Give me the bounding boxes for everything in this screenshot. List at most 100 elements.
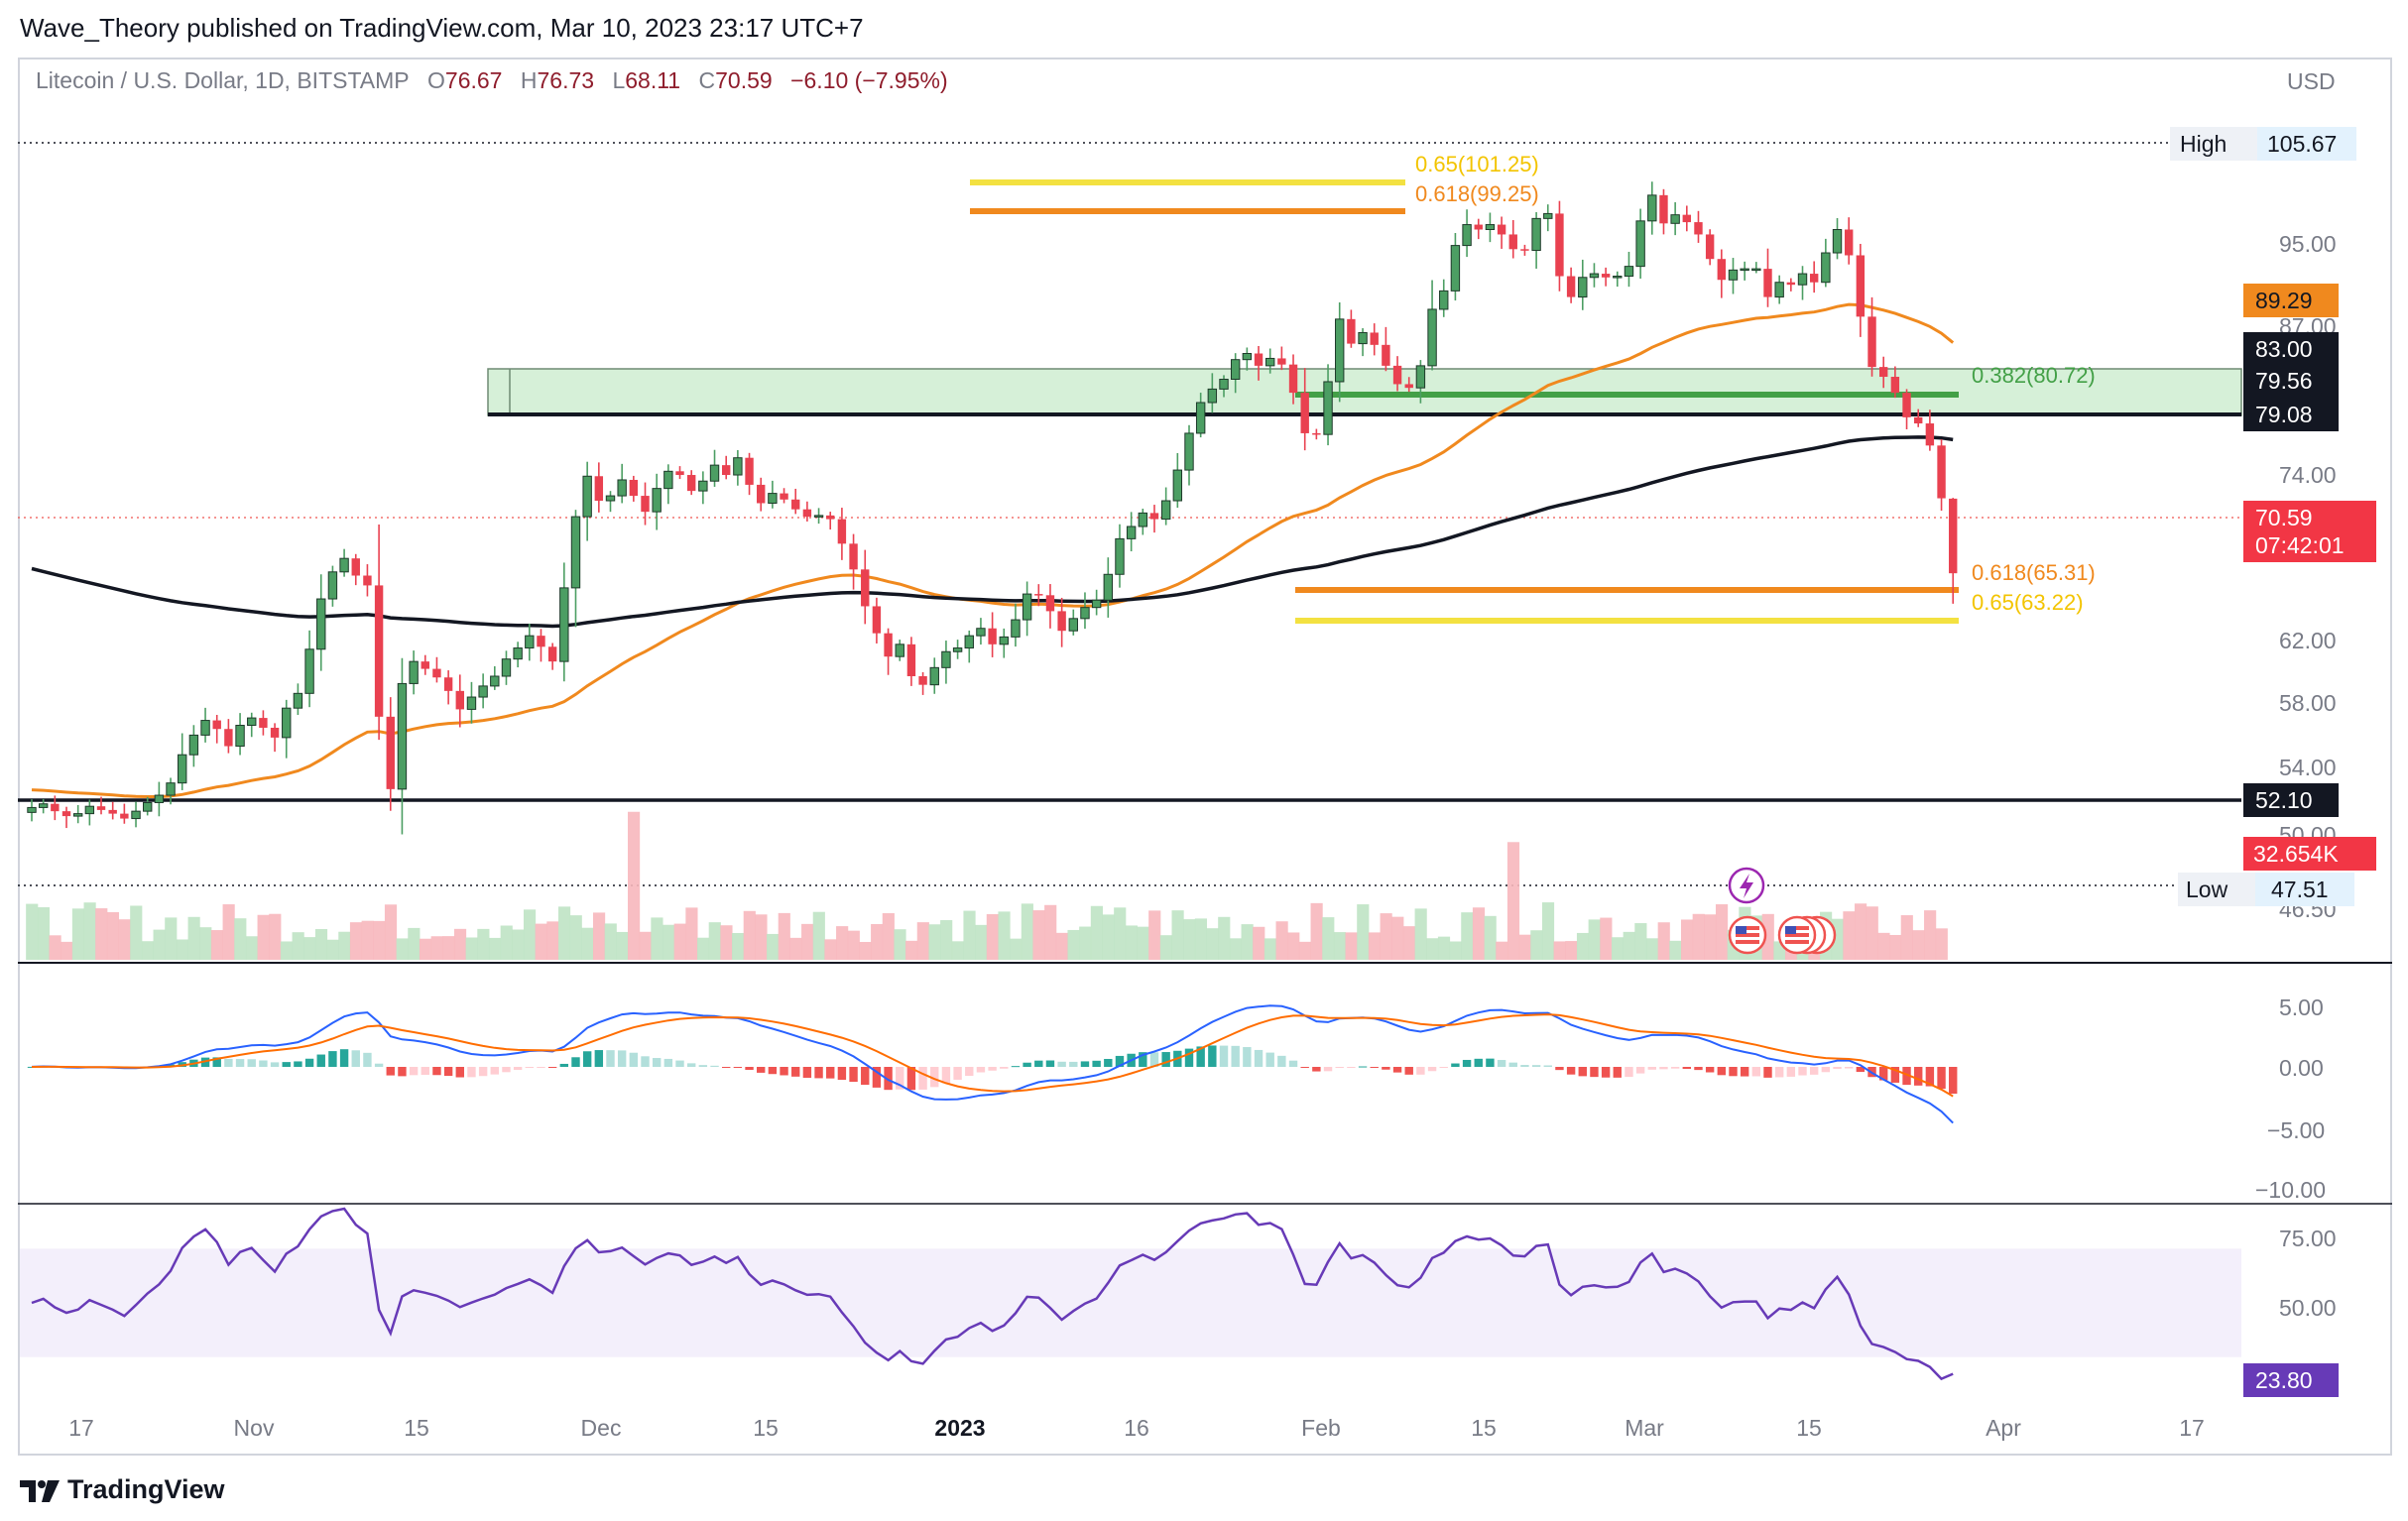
volume-bar bbox=[1692, 913, 1705, 960]
macd-histogram-bar bbox=[617, 1050, 627, 1067]
candle bbox=[1347, 309, 1356, 348]
macd-histogram-bar bbox=[1635, 1067, 1645, 1074]
candle-body bbox=[733, 457, 743, 476]
volume-bar bbox=[165, 917, 178, 960]
candle bbox=[1022, 581, 1032, 637]
volume-bar bbox=[894, 929, 906, 960]
candle bbox=[849, 533, 858, 590]
candle bbox=[1160, 487, 1171, 526]
candle bbox=[1914, 409, 1923, 427]
candle bbox=[143, 796, 153, 816]
candle bbox=[1427, 280, 1437, 371]
candle bbox=[918, 671, 927, 695]
volume-bar bbox=[210, 930, 224, 960]
us-flag-event-icons[interactable] bbox=[1728, 915, 1837, 955]
macd-histogram-bar bbox=[1104, 1058, 1113, 1067]
candles[interactable] bbox=[27, 181, 1958, 835]
price-tick: 58.00 bbox=[2279, 690, 2337, 716]
candle bbox=[663, 464, 673, 505]
candle-body bbox=[363, 575, 372, 586]
macd-histogram-bar bbox=[1347, 1067, 1356, 1068]
candle-body bbox=[929, 666, 939, 686]
macd-histogram-bar bbox=[224, 1058, 233, 1067]
candle-body bbox=[1045, 595, 1055, 612]
candle-body bbox=[212, 720, 221, 730]
macd-histogram-bar bbox=[1427, 1067, 1437, 1072]
candle-body bbox=[1382, 344, 1390, 366]
volume-bar bbox=[604, 923, 617, 960]
tradingview-logo-icon bbox=[20, 1479, 60, 1502]
macd-histogram-bar bbox=[698, 1065, 708, 1067]
candle-body bbox=[1080, 607, 1090, 620]
volume-tag-value: 32.654K bbox=[2253, 841, 2339, 867]
candle bbox=[884, 628, 893, 675]
volume-bar bbox=[673, 923, 686, 960]
volume-bar bbox=[1241, 924, 1254, 960]
volume-bar bbox=[1600, 917, 1613, 960]
candle-body bbox=[1786, 282, 1796, 286]
volume-bar bbox=[1391, 916, 1404, 960]
candle bbox=[768, 480, 778, 509]
macd-histogram-bar bbox=[409, 1067, 419, 1076]
candle-body bbox=[1740, 268, 1749, 272]
candle bbox=[641, 482, 650, 526]
macd-histogram-bar bbox=[1184, 1048, 1194, 1067]
macd-histogram-bar bbox=[1566, 1067, 1576, 1075]
candle-body bbox=[976, 628, 986, 637]
candle bbox=[1242, 347, 1253, 371]
candle bbox=[929, 657, 939, 694]
volume-bar bbox=[1090, 905, 1103, 960]
macd-histogram-bar bbox=[374, 1063, 384, 1067]
volume-bar bbox=[557, 906, 571, 960]
macd-pane[interactable] bbox=[27, 1004, 1958, 1124]
candle bbox=[339, 548, 349, 577]
candle bbox=[594, 462, 604, 513]
volume-bar bbox=[1032, 910, 1045, 960]
publisher-line: Wave_Theory published on TradingView.com… bbox=[20, 13, 864, 43]
time-axis[interactable]: 17 Nov 15 Dec 15 2023 16 Feb 15 Mar 15 Apr 17 bbox=[68, 1415, 2205, 1441]
candle-body bbox=[1184, 432, 1194, 471]
support-tag: 52.10 bbox=[2243, 783, 2339, 817]
time-tick: 15 bbox=[753, 1415, 779, 1441]
tradingview-footer[interactable]: TradingView bbox=[20, 1469, 225, 1509]
candle-body bbox=[200, 720, 210, 736]
macd-histogram-bar bbox=[467, 1067, 476, 1078]
macd-histogram-bar bbox=[918, 1067, 927, 1090]
lightning-event-icon[interactable] bbox=[1728, 867, 1765, 904]
macd-histogram-bar bbox=[1520, 1065, 1529, 1067]
volume-bar bbox=[408, 927, 421, 960]
candle bbox=[363, 564, 372, 597]
volume-bar bbox=[940, 920, 953, 960]
candle bbox=[38, 798, 49, 814]
volume-bar bbox=[1310, 902, 1323, 960]
candle-body bbox=[120, 813, 129, 819]
candle-body bbox=[884, 633, 893, 657]
candle-body bbox=[1774, 282, 1784, 298]
candle bbox=[1207, 373, 1218, 413]
candle bbox=[490, 665, 500, 690]
volume-bar bbox=[1298, 941, 1312, 960]
time-tick: 17 bbox=[2179, 1415, 2205, 1441]
candle bbox=[733, 449, 743, 486]
volume-bar bbox=[292, 932, 304, 960]
macd-histogram-bar bbox=[1508, 1062, 1517, 1067]
macd-histogram-bar bbox=[849, 1067, 858, 1083]
volume-bar bbox=[1137, 926, 1149, 960]
rsi-pane[interactable] bbox=[20, 1207, 2241, 1381]
candle-body bbox=[1508, 234, 1517, 250]
volume-bar bbox=[1576, 932, 1590, 960]
candle bbox=[1312, 428, 1321, 440]
candle bbox=[941, 641, 951, 684]
zone-bottom-tag: 79.08 bbox=[2243, 398, 2339, 431]
macd-histogram-bar bbox=[953, 1067, 962, 1080]
price-tick: 74.00 bbox=[2279, 462, 2337, 488]
volume-bar bbox=[60, 941, 73, 960]
candle bbox=[235, 713, 245, 756]
candle-body bbox=[547, 646, 557, 662]
countdown-value: 07:42:01 bbox=[2255, 532, 2345, 558]
volume-bar bbox=[384, 904, 398, 960]
volume-bar bbox=[905, 940, 918, 960]
candle-body bbox=[1149, 513, 1159, 520]
macd-histogram-bar bbox=[212, 1057, 221, 1067]
